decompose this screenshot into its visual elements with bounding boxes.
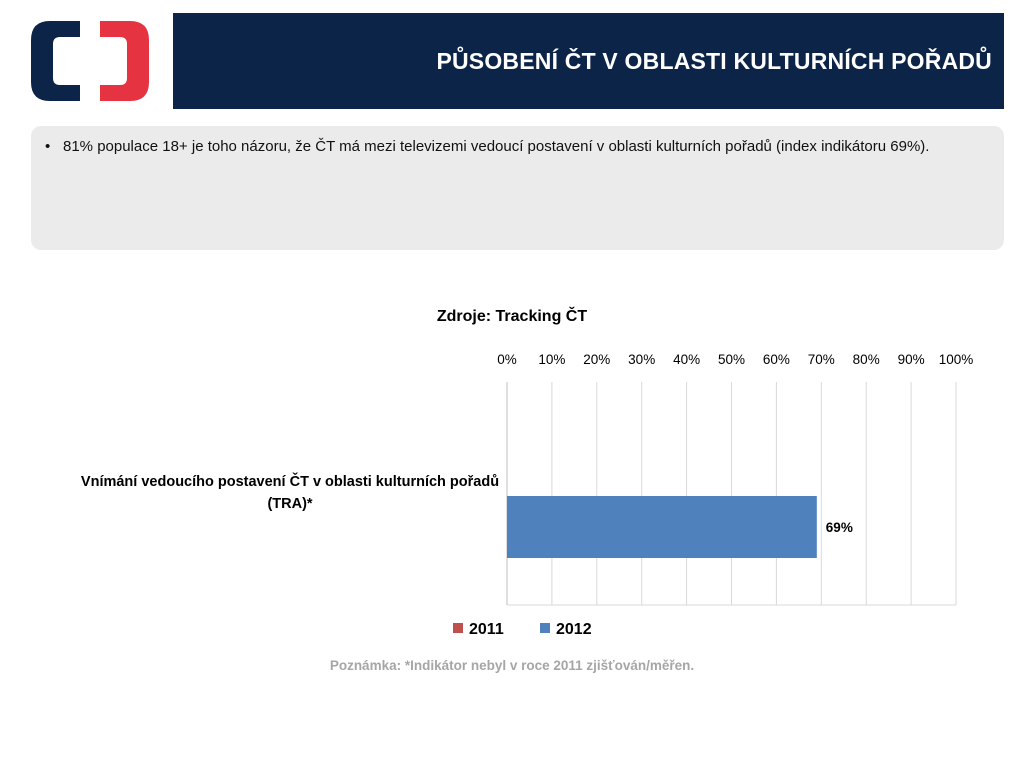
x-tick-label: 10%: [538, 352, 565, 367]
bullet-symbol: •: [45, 138, 51, 155]
summary-box: • 81% populace 18+ je toho názoru, že ČT…: [31, 126, 1004, 250]
x-tick-label: 90%: [898, 352, 925, 367]
x-tick-label: 70%: [808, 352, 835, 367]
ct-logo: [31, 21, 149, 101]
legend-swatch-2011: [453, 623, 463, 633]
bullet-text: 81% populace 18+ je toho názoru, že ČT m…: [63, 138, 930, 155]
x-tick-label: 80%: [853, 352, 880, 367]
data-label: 69%: [826, 520, 853, 535]
logo-right-bracket: [100, 21, 149, 101]
logo-left-bracket: [31, 21, 80, 101]
legend-swatch-2012: [540, 623, 550, 633]
header-bar: PŮSOBENÍ ČT V OBLASTI KULTURNÍCH POŘADŮ: [173, 13, 1004, 109]
bar-2012: [507, 496, 817, 558]
page-title: PŮSOBENÍ ČT V OBLASTI KULTURNÍCH POŘADŮ: [436, 47, 992, 74]
chart-title: Zdroje: Tracking ČT: [436, 308, 588, 325]
x-tick-label: 60%: [763, 352, 790, 367]
bullet-item: • 81% populace 18+ je toho názoru, že ČT…: [45, 136, 990, 158]
x-tick-label: 40%: [673, 352, 700, 367]
x-tick-label: 30%: [628, 352, 655, 367]
x-tick-label: 100%: [939, 352, 974, 367]
x-tick-label: 50%: [718, 352, 745, 367]
legend-label-2012: 2012: [556, 621, 592, 638]
legend-label-2011: 2011: [469, 621, 504, 638]
x-tick-label: 20%: [583, 352, 610, 367]
footnote: Poznámka: *Indikátor nebyl v roce 2011 z…: [329, 658, 695, 673]
category-label: Vnímání vedoucího postavení ČT v oblasti…: [80, 474, 500, 512]
x-tick-label: 0%: [497, 352, 517, 367]
